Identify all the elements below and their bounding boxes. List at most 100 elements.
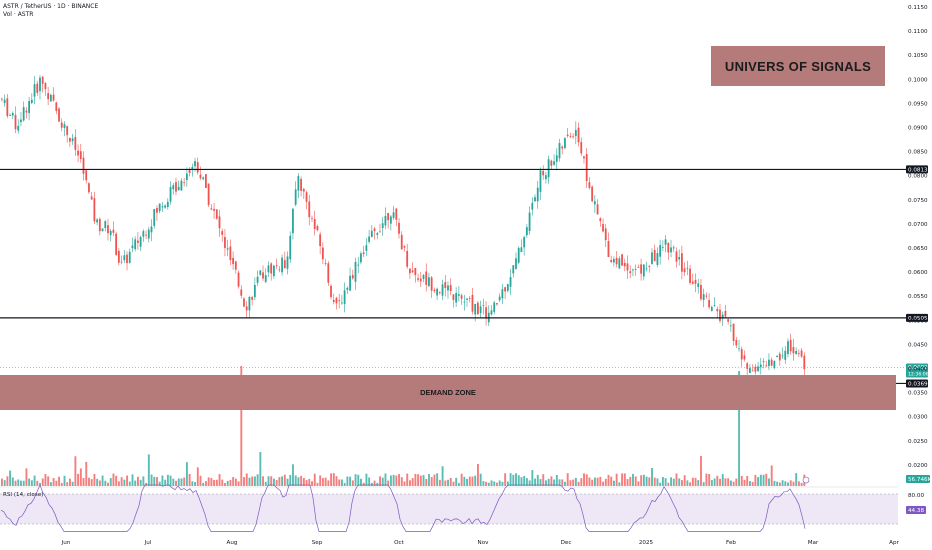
volume-bar	[343, 482, 346, 486]
candle-body	[795, 350, 798, 355]
candle-body	[126, 254, 128, 264]
volume-bar	[41, 478, 44, 486]
volume-bar	[381, 477, 384, 486]
candle-body	[428, 277, 430, 287]
volume-bar	[275, 480, 278, 486]
price-tick: 0.0200	[908, 463, 928, 469]
candle-body	[90, 196, 93, 200]
volume-bar	[438, 479, 441, 486]
candle-body	[392, 212, 395, 218]
volume-bar	[14, 480, 17, 486]
volume-bar	[553, 479, 556, 486]
candle-body	[270, 263, 273, 274]
candle-body	[661, 246, 664, 248]
candle-body	[278, 269, 281, 271]
volume-bar	[596, 477, 599, 486]
volume-bar	[496, 482, 498, 486]
candle-body	[433, 289, 436, 292]
candle-body	[44, 83, 47, 90]
volume-bar	[300, 475, 303, 486]
candle-body	[137, 240, 139, 243]
volume-bar	[623, 473, 626, 486]
volume-bar	[215, 479, 218, 486]
candle-body	[196, 162, 199, 173]
candle-body	[316, 226, 319, 231]
volume-bar	[773, 480, 776, 486]
candle-body	[708, 300, 710, 308]
volume-bar	[463, 476, 466, 486]
price-tick: 0.0450	[908, 342, 928, 348]
volume-bar	[716, 475, 719, 486]
volume-bar	[392, 474, 395, 486]
volume-bar	[251, 476, 254, 486]
volume-bar	[759, 474, 762, 486]
volume-bar	[534, 478, 537, 486]
candle-body	[207, 183, 210, 206]
level-label: 0.0813	[908, 167, 928, 173]
candle-body	[36, 83, 39, 93]
candle-body	[39, 77, 41, 92]
volume-bar	[441, 466, 444, 486]
candle-body	[588, 182, 591, 188]
volume-bar	[202, 482, 205, 486]
candle-body	[525, 227, 528, 236]
level-tag	[906, 313, 928, 322]
volume-bar	[368, 477, 371, 486]
candle-body	[536, 187, 539, 202]
volume-bar	[240, 366, 243, 486]
price-tick: 0.0350	[908, 391, 928, 397]
volume-bar	[11, 477, 14, 486]
price-tick: 0.0300	[908, 415, 928, 421]
candle-body	[572, 136, 574, 138]
volume-bar	[398, 474, 401, 486]
rsi-upper-value: 80.00	[908, 493, 924, 499]
volume-bar	[191, 481, 194, 486]
candle-body	[599, 218, 602, 222]
candle-body	[41, 76, 44, 84]
volume-bar	[768, 478, 770, 486]
volume-bar	[327, 480, 330, 486]
volume-bar	[436, 473, 439, 486]
candle-body	[9, 114, 11, 116]
volume-bar	[302, 477, 305, 486]
volume-bar	[667, 482, 670, 486]
volume-bar	[150, 474, 153, 486]
volume-value-tag	[906, 475, 930, 483]
candle-body	[466, 298, 468, 300]
candle-body	[3, 99, 6, 104]
volume-bar	[137, 476, 139, 486]
candle-body	[294, 189, 297, 205]
candle-body	[234, 261, 237, 270]
candle-body	[185, 173, 188, 181]
candle-body	[784, 350, 787, 360]
volume-bar	[120, 477, 123, 486]
volume-bar	[28, 478, 31, 486]
candle-body	[485, 307, 487, 319]
volume-bar	[517, 475, 520, 486]
time-tick: Apr	[889, 540, 899, 546]
candle-body	[447, 285, 449, 291]
candle-body	[765, 365, 768, 367]
current-price-label: 0.0402	[908, 365, 928, 371]
volume-bar	[642, 474, 645, 486]
volume-bar	[795, 473, 798, 486]
volume-bar	[169, 475, 172, 486]
candle-body	[743, 355, 746, 360]
candle-body	[762, 361, 765, 363]
volume-bar	[180, 478, 183, 486]
volume-bar	[305, 480, 308, 486]
candle-body	[292, 208, 294, 234]
volume-bar	[770, 465, 773, 486]
volume-bar	[69, 478, 71, 486]
volume-bar	[395, 475, 398, 486]
candle-body	[205, 174, 207, 188]
volume-bar	[433, 474, 436, 486]
volume-bar	[139, 479, 142, 486]
candle-body	[379, 231, 381, 233]
candle-body	[585, 154, 588, 182]
candle-body	[716, 308, 719, 312]
candle-body	[610, 260, 613, 262]
volume-bar	[205, 481, 207, 486]
